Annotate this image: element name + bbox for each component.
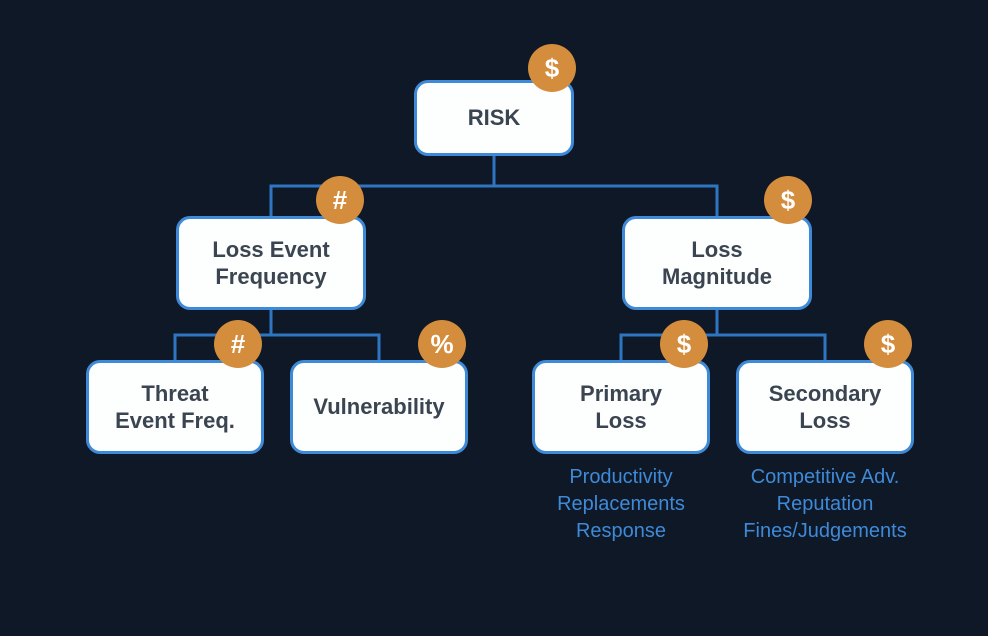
node-threat-event-freq: Threat Event Freq. — [86, 360, 264, 454]
dollar-icon: $ — [764, 176, 812, 224]
node-loss-magnitude: Loss Magnitude — [622, 216, 812, 310]
hash-icon: # — [316, 176, 364, 224]
hash-icon: # — [214, 320, 262, 368]
badge-sloss-symbol: $ — [881, 329, 895, 360]
node-sloss-label: Secondary Loss — [769, 380, 882, 435]
node-secondary-loss: Secondary Loss — [736, 360, 914, 454]
dollar-icon: $ — [660, 320, 708, 368]
badge-lef-symbol: # — [333, 185, 347, 216]
primary-loss-sublist: Productivity Replacements Response — [532, 464, 710, 545]
diagram-canvas: RISK $ Loss Event Frequency # Loss Magni… — [0, 0, 988, 636]
node-ploss-label: Primary Loss — [580, 380, 662, 435]
node-risk-label: RISK — [468, 104, 521, 132]
dollar-icon: $ — [864, 320, 912, 368]
badge-vuln-symbol: % — [430, 329, 453, 360]
badge-lm-symbol: $ — [781, 185, 795, 216]
badge-risk-symbol: $ — [545, 53, 559, 84]
badge-tef-symbol: # — [231, 329, 245, 360]
node-lm-label: Loss Magnitude — [662, 236, 772, 291]
node-tef-label: Threat Event Freq. — [115, 380, 235, 435]
secondary-loss-sublist: Competitive Adv. Reputation Fines/Judgem… — [726, 464, 924, 545]
node-vuln-label: Vulnerability — [313, 393, 444, 421]
badge-ploss-symbol: $ — [677, 329, 691, 360]
node-vulnerability: Vulnerability — [290, 360, 468, 454]
node-loss-event-frequency: Loss Event Frequency — [176, 216, 366, 310]
percent-icon: % — [418, 320, 466, 368]
node-lef-label: Loss Event Frequency — [212, 236, 329, 291]
dollar-icon: $ — [528, 44, 576, 92]
node-primary-loss: Primary Loss — [532, 360, 710, 454]
